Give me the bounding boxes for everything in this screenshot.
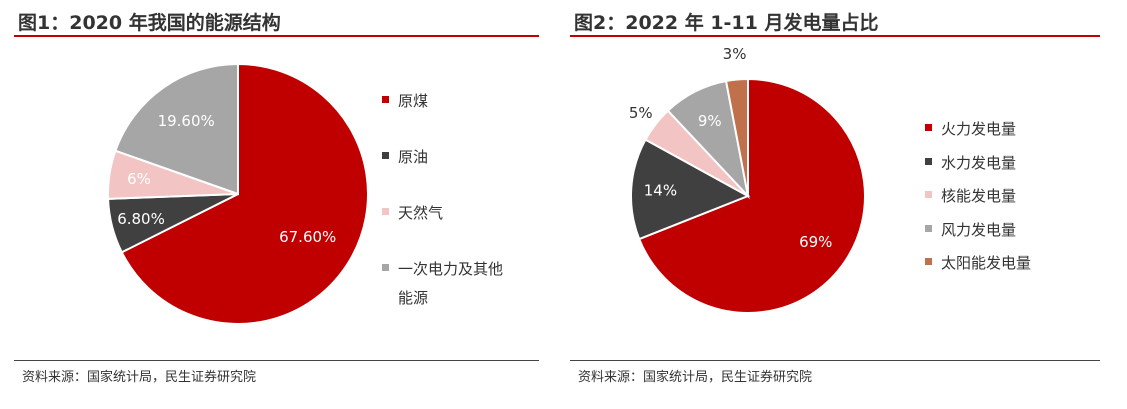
data-label: 6% [127,170,151,188]
pie-slice-4 [114,62,239,196]
source-note: 资料来源：国家统计局，民生证券研究院 [578,370,813,385]
legend-label: 太阳能发电量 [941,254,1032,272]
legend-swatch [925,157,932,165]
chart-title: 图1：2020 年我国的能源结构 [18,12,281,34]
chart-legend: 原煤原油天然气一次电力及其他 能源 [382,90,532,320]
data-label: 5% [629,104,653,122]
legend-label: 原油 [398,148,429,166]
legend-item: 原油 [382,146,428,167]
legend-label-continued: 能源 [398,289,429,307]
legend-swatch [382,152,389,159]
source-divider [14,360,539,361]
legend-swatch [925,224,932,232]
chart-title: 图2：2022 年 1-11 月发电量占比 [574,12,879,34]
legend-label: 一次电力及其他 [398,260,504,278]
data-label: 6.80% [117,210,165,228]
source-divider [570,360,1100,361]
legend-item: 火力发电量 [925,118,1016,139]
pie-chart-power-generation: 69% 14% 5% 9% 3% [629,45,866,314]
legend-label: 风力发电量 [941,220,1017,239]
source-note: 资料来源：国家统计局，民生证券研究院 [22,370,257,385]
data-label: 69% [799,233,832,251]
legend-label: 火力发电量 [941,120,1017,138]
data-label: 19.60% [158,112,215,130]
legend-item: 原煤 [382,90,428,111]
legend-item: 风力发电量 [925,219,1016,240]
legend-item: 一次电力及其他 能源 [382,258,503,308]
title-divider [570,35,1100,37]
legend-item: 太阳能发电量 [925,252,1031,273]
legend-swatch [925,124,932,131]
data-label: 3% [723,45,747,63]
legend-item: 核能发电量 [925,185,1016,206]
legend-item: 水力发电量 [925,152,1016,173]
pie-chart-energy-structure: 67.60% 6.80% 6% 19.60% [107,62,369,325]
title-divider [14,35,539,37]
legend-swatch [925,191,932,198]
legend-swatch [382,264,389,271]
legend-label: 水力发电量 [941,153,1017,172]
data-label: 9% [698,112,722,130]
chart-legend: 火力发电量水力发电量核能发电量风力发电量太阳能发电量 [925,118,1095,288]
pie-slice-2 [630,138,751,241]
legend-swatch [382,208,389,215]
data-label: 67.60% [279,228,336,246]
legend-label: 原煤 [398,92,429,110]
legend-swatch [925,258,932,265]
pie-slice-1 [120,62,369,325]
legend-swatch [382,96,389,103]
legend-label: 天然气 [398,204,444,222]
chart-panel-power-generation: 图2：2022 年 1-11 月发电量占比 69% 14% 5% 9% 3% 火力发电量… [570,0,1100,409]
data-label: 14% [644,181,677,199]
pie-slice-5 [724,77,749,197]
pie-slice-1 [637,77,866,314]
chart-panel-energy-structure: 图1：2020 年我国的能源结构 67.60% 6.80% 6% 19.60% 原煤原… [14,0,539,409]
legend-label: 核能发电量 [941,187,1017,205]
legend-item: 天然气 [382,202,443,223]
